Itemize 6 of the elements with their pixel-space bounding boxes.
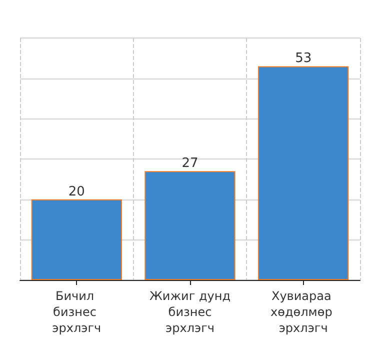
x-tick-label: Жижиг дунд бизнес эрхлэгч	[150, 289, 230, 335]
x-tick-label: Бичил бизнес эрхлэгч	[52, 289, 102, 335]
data-label: 20	[68, 184, 85, 200]
data-label: 53	[295, 51, 312, 66]
x-tick-label: Хувиараа хөдөлмөр эрхлэгч	[270, 289, 336, 335]
data-label: 27	[182, 156, 198, 172]
